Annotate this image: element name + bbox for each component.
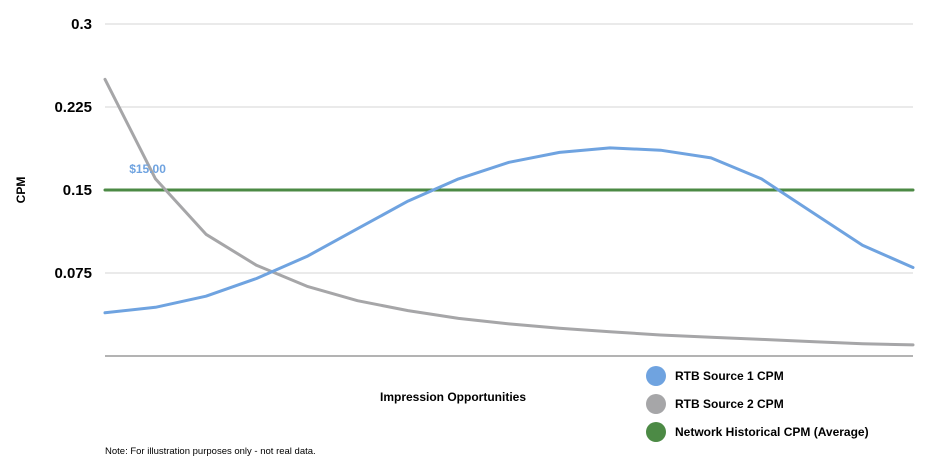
footnote: Note: For illustration purposes only - n… [105,446,316,457]
legend-label: Network Historical CPM (Average) [675,424,869,439]
y-tick-label: 0.3 [71,16,92,33]
legend-dot-icon [646,393,666,414]
legend: RTB Source 1 CPM RTB Source 2 CPM Networ… [646,365,869,450]
x-axis-title: Impression Opportunities [380,390,526,404]
legend-item-network-historical[interactable]: Network Historical CPM (Average) [646,421,869,442]
legend-item-rtb-source-1[interactable]: RTB Source 1 CPM [646,365,869,386]
y-tick-label: 0.225 [54,99,92,116]
series-line-2 [103,77,915,347]
series-line-1 [103,146,915,315]
legend-dot-icon [646,365,666,386]
y-tick-label: 0.075 [54,265,92,282]
annotation-label: $15.00 [129,162,166,176]
y-tick-label: 0.15 [63,182,92,199]
legend-label: RTB Source 1 CPM [675,368,784,383]
legend-label: RTB Source 2 CPM [675,396,784,411]
y-axis-title: CPM [14,177,28,204]
legend-dot-icon [646,421,666,442]
legend-item-rtb-source-2[interactable]: RTB Source 2 CPM [646,393,869,414]
